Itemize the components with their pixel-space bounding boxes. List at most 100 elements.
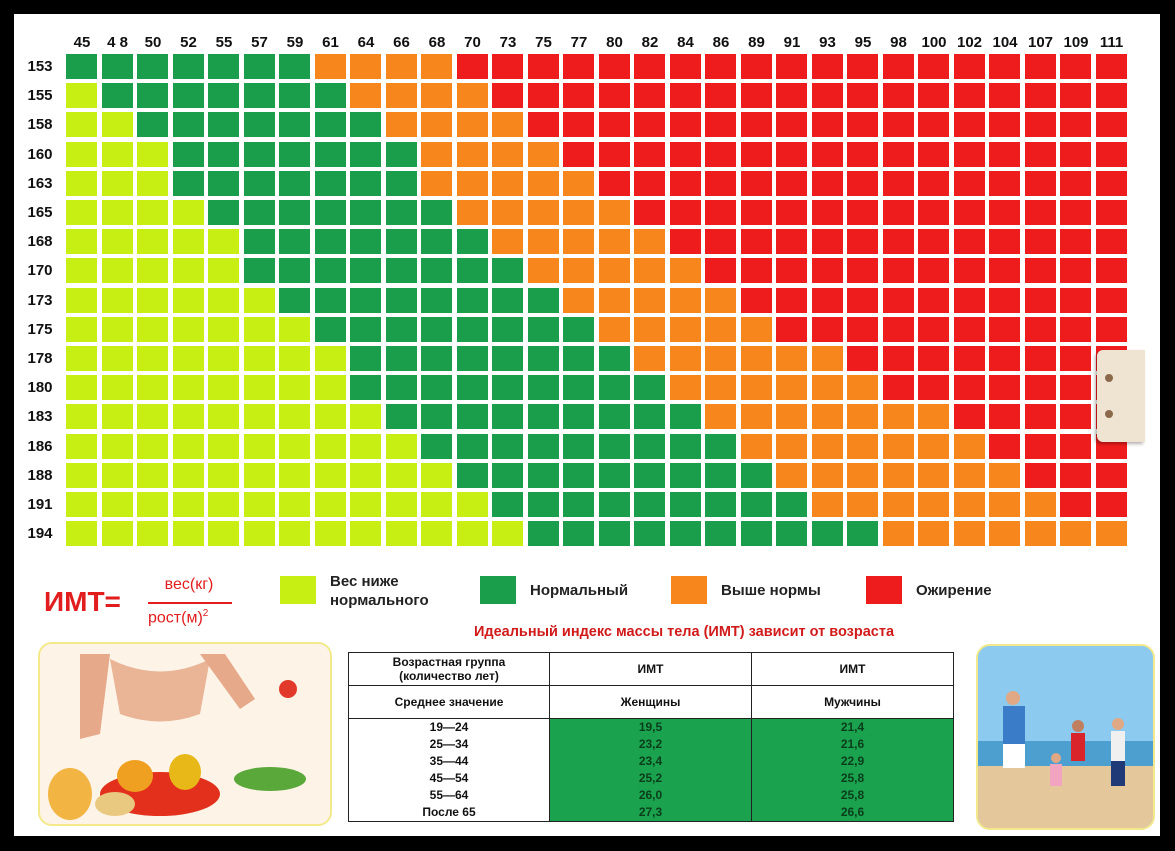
legend-underweight-line2: нормального	[330, 592, 429, 609]
heatmap-cell	[1024, 229, 1056, 255]
heatmap-cell	[137, 404, 168, 430]
height-label: 170	[27, 262, 53, 280]
heatmap-cell	[66, 112, 97, 138]
heatmap-cell	[172, 200, 204, 225]
heatmap-cell	[563, 462, 594, 488]
heatmap-cell	[1024, 54, 1056, 79]
heatmap-cell	[918, 200, 949, 225]
heatmap-cell	[811, 316, 843, 342]
heatmap-cell	[350, 287, 381, 313]
heatmap-cell	[137, 375, 168, 401]
heatmap-cell	[598, 462, 630, 488]
heatmap-cell	[243, 346, 275, 371]
heatmap-cell	[740, 200, 772, 225]
heatmap-cell	[456, 200, 488, 225]
heatmap-cell	[953, 521, 985, 547]
heatmap-cell	[279, 462, 310, 488]
heatmap-cell	[527, 112, 559, 138]
men-bmi-value: 21,6	[840, 737, 865, 751]
heatmap-cell	[918, 375, 949, 401]
heatmap-cell	[243, 141, 275, 167]
women-bmi-list: 19,5 23,2 23,4 25,2 26,0 27,3	[549, 718, 752, 822]
heatmap-cell	[953, 346, 985, 371]
heatmap-cell	[811, 433, 843, 459]
heatmap-cell	[918, 112, 949, 138]
heatmap-cell	[137, 346, 168, 371]
heatmap-cell	[137, 258, 168, 284]
heatmap-cell	[208, 229, 239, 255]
height-label: 160	[27, 145, 53, 163]
heatmap-cell	[243, 229, 275, 255]
heatmap-cell	[314, 200, 346, 225]
heatmap-cell	[350, 462, 381, 488]
age-value: После 65	[422, 805, 476, 819]
heatmap-cell	[1095, 83, 1127, 109]
heatmap-cell	[1024, 462, 1056, 488]
women-bmi-value: 27,3	[638, 805, 663, 819]
heatmap-cell	[811, 112, 843, 138]
heatmap-cell	[918, 83, 949, 109]
heatmap-cell	[989, 346, 1020, 371]
heatmap-cell	[172, 229, 204, 255]
heatmap-cell	[882, 200, 914, 225]
weight-label: 102	[956, 34, 983, 51]
table-title: Идеальный индекс массы тела (ИМТ) зависи…	[473, 624, 895, 640]
heatmap-cell	[563, 433, 594, 459]
height-label: 175	[27, 320, 53, 338]
heatmap-cell	[350, 316, 381, 342]
heatmap-cell	[101, 492, 133, 517]
height-label: 180	[27, 379, 53, 397]
heatmap-cell	[598, 346, 630, 371]
heatmap-cell	[598, 170, 630, 196]
heatmap-cell	[421, 229, 452, 255]
men-bmi-value: 21,4	[840, 720, 865, 734]
heatmap-cell	[669, 112, 701, 138]
heatmap-cell	[811, 83, 843, 109]
heatmap-cell	[634, 141, 665, 167]
height-label: 173	[27, 291, 53, 309]
weight-label: 52	[180, 34, 197, 51]
heatmap-cell	[989, 316, 1020, 342]
heatmap-cell	[882, 346, 914, 371]
heatmap-cell	[243, 404, 275, 430]
heatmap-cell	[953, 433, 985, 459]
heatmap-cell	[527, 170, 559, 196]
age-value: 25—34	[429, 737, 469, 751]
heatmap-cell	[847, 170, 878, 196]
heatmap-cell	[847, 258, 878, 284]
heatmap-cell	[776, 54, 807, 79]
heatmap-cell	[172, 316, 204, 342]
heatmap-cell	[563, 229, 594, 255]
heatmap-cell	[66, 83, 97, 109]
heatmap-cell	[989, 375, 1020, 401]
heatmap-cell	[918, 229, 949, 255]
heatmap-cell	[563, 404, 594, 430]
heatmap-cell	[598, 54, 630, 79]
heatmap-cell	[847, 83, 878, 109]
heatmap-cell	[137, 112, 168, 138]
heatmap-cell	[1024, 404, 1056, 430]
women-bmi-value: 23,2	[638, 737, 663, 751]
heatmap-cell	[421, 170, 452, 196]
heatmap-cell	[563, 170, 594, 196]
heatmap-cell	[492, 141, 523, 167]
formula-exponent: 2	[202, 608, 209, 619]
heatmap-cell	[598, 287, 630, 313]
screw-icon	[1105, 374, 1113, 382]
legend-swatch-obesity	[866, 576, 902, 604]
heatmap-cell	[385, 316, 417, 342]
heatmap-cell	[385, 200, 417, 225]
heatmap-cell	[811, 492, 843, 517]
heatmap-cell	[740, 521, 772, 547]
heatmap-cell	[208, 258, 239, 284]
heatmap-cell	[776, 258, 807, 284]
heatmap-cell	[137, 141, 168, 167]
heatmap-cell	[314, 462, 346, 488]
heatmap-cell	[1024, 375, 1056, 401]
age-value: 35—44	[429, 754, 469, 768]
heatmap-cell	[243, 375, 275, 401]
age-value: 55—64	[429, 788, 469, 802]
heatmap-cell	[563, 492, 594, 517]
heatmap-cell	[811, 521, 843, 547]
heatmap-cell	[776, 170, 807, 196]
